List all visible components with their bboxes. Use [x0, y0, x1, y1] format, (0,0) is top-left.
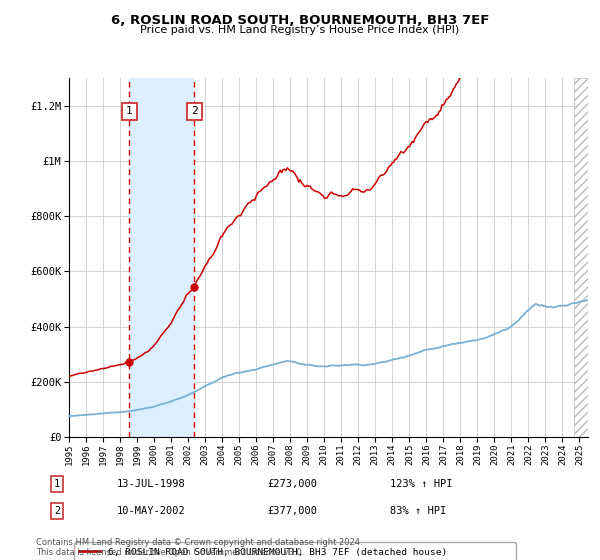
Text: 2: 2 — [54, 506, 60, 516]
Text: 83% ↑ HPI: 83% ↑ HPI — [390, 506, 446, 516]
Bar — [574, 78, 588, 437]
Text: 6, ROSLIN ROAD SOUTH, BOURNEMOUTH, BH3 7EF: 6, ROSLIN ROAD SOUTH, BOURNEMOUTH, BH3 7… — [111, 14, 489, 27]
Text: Contains HM Land Registry data © Crown copyright and database right 2024.
This d: Contains HM Land Registry data © Crown c… — [36, 538, 362, 557]
Text: £377,000: £377,000 — [267, 506, 317, 516]
Text: 10-MAY-2002: 10-MAY-2002 — [117, 506, 186, 516]
Text: Price paid vs. HM Land Registry’s House Price Index (HPI): Price paid vs. HM Land Registry’s House … — [140, 25, 460, 35]
Text: 13-JUL-1998: 13-JUL-1998 — [117, 479, 186, 489]
Text: 2: 2 — [191, 106, 198, 116]
Bar — [129, 78, 194, 437]
Text: 1: 1 — [126, 106, 133, 116]
Text: 123% ↑ HPI: 123% ↑ HPI — [390, 479, 452, 489]
Legend: 6, ROSLIN ROAD SOUTH, BOURNEMOUTH, BH3 7EF (detached house), HPI: Average price,: 6, ROSLIN ROAD SOUTH, BOURNEMOUTH, BH3 7… — [74, 542, 516, 560]
Text: £273,000: £273,000 — [267, 479, 317, 489]
Text: 1: 1 — [54, 479, 60, 489]
